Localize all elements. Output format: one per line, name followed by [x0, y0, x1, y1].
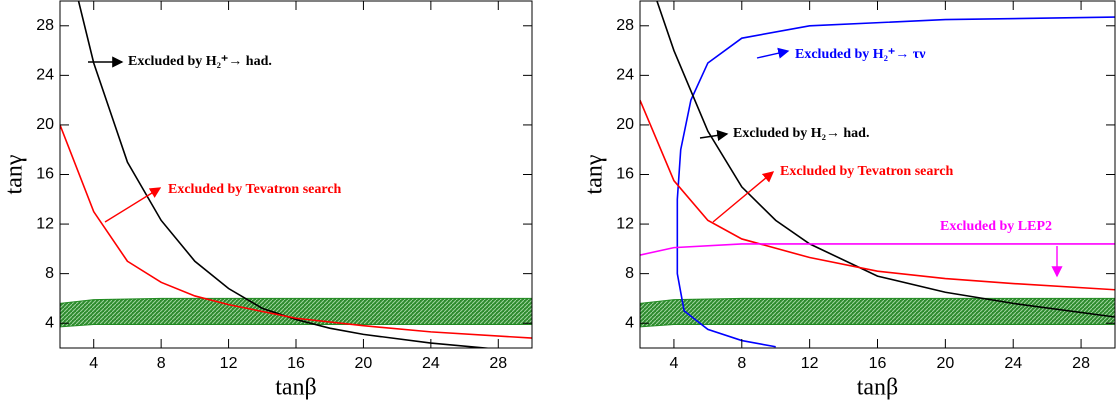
curve: [640, 243, 1115, 256]
x-axis-title: tanβ: [857, 375, 899, 401]
x-tick-label: 16: [287, 355, 305, 372]
x-tick-label: 12: [801, 355, 819, 372]
x-tick-label: 24: [1004, 355, 1022, 372]
curve: [60, 124, 532, 339]
annotation-arrow: [712, 171, 775, 223]
y-tick-label: 20: [616, 116, 634, 133]
y-tick-label: 12: [36, 215, 54, 232]
x-tick-label: 8: [737, 355, 746, 372]
annotation-arrow: [756, 47, 790, 59]
x-tick-label: 20: [355, 355, 373, 372]
y-tick-label: 8: [625, 265, 634, 282]
annotation: Excluded by H₂⁺→ had.: [128, 54, 272, 69]
x-tick-label: 28: [1072, 355, 1090, 372]
x-tick-label: 24: [422, 355, 440, 372]
y-tick-label: 4: [45, 314, 54, 331]
annotation: Excluded by H₂→ had.: [733, 126, 869, 141]
annotation: Excluded by Tevatron search: [780, 164, 954, 179]
curve: [656, 1, 1115, 318]
band: [60, 297, 532, 328]
curve: [640, 99, 1115, 291]
annotation: Excluded by LEP2: [940, 219, 1052, 234]
annotation: Excluded by H₂⁺→ τν: [795, 47, 926, 62]
x-tick-label: 12: [220, 355, 238, 372]
y-tick-label: 24: [36, 67, 54, 84]
y-tick-label: 16: [36, 166, 54, 183]
x-tick-label: 4: [669, 355, 678, 372]
band: [640, 297, 1115, 328]
annotation: Excluded by Tevatron search: [168, 182, 342, 197]
y-tick-label: 12: [616, 215, 634, 232]
x-axis-title: tanβ: [275, 375, 317, 401]
y-axis-title: tanγ: [582, 154, 608, 194]
x-tick-label: 4: [89, 355, 98, 372]
plot-area: [640, 1, 1115, 348]
y-axis-title: tanγ: [2, 154, 28, 194]
frame: [59, 0, 533, 349]
x-tick-label: 28: [489, 355, 507, 372]
x-tick-label: 8: [157, 355, 166, 372]
y-tick-label: 24: [616, 67, 634, 84]
annotation-arrow: [104, 187, 162, 223]
y-tick-label: 8: [45, 265, 54, 282]
curve: [676, 16, 1115, 348]
annotation-arrow: [699, 129, 729, 141]
y-tick-label: 28: [36, 17, 54, 34]
y-tick-label: 16: [616, 166, 634, 183]
y-tick-label: 28: [616, 17, 634, 34]
y-tick-label: 20: [36, 116, 54, 133]
x-tick-label: 20: [936, 355, 954, 372]
x-tick-label: 16: [869, 355, 887, 372]
y-tick-label: 4: [625, 314, 634, 331]
